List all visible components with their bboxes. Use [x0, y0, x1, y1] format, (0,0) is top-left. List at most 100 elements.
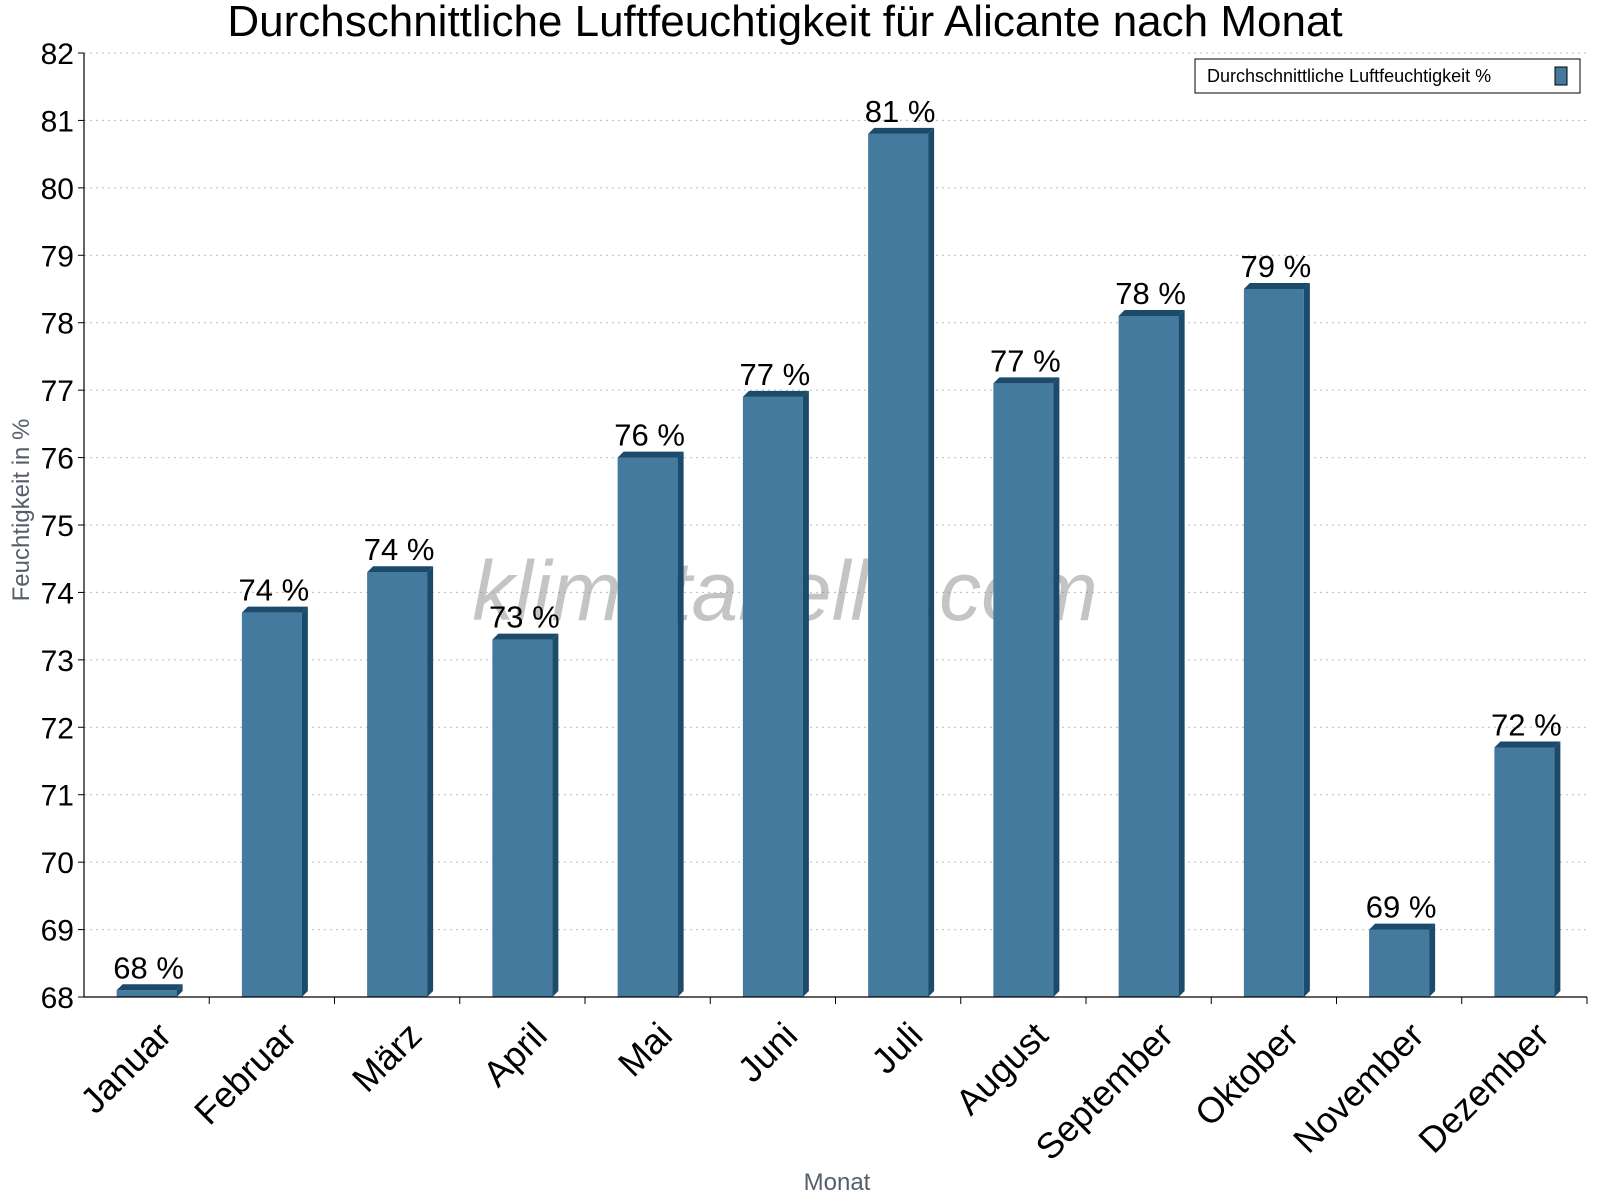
- x-tick-label: Juni: [730, 1014, 806, 1090]
- bar-top: [1118, 309, 1185, 316]
- data-label: 81 %: [865, 94, 936, 129]
- bar-top: [1243, 283, 1310, 289]
- x-tick-label: März: [344, 1014, 430, 1100]
- bar-top: [868, 127, 935, 134]
- bar-mai: [617, 451, 684, 998]
- y-tick-label: 76: [41, 443, 74, 476]
- x-tick-label: November: [1285, 1014, 1431, 1160]
- bar-top: [241, 606, 308, 613]
- bar-side: [1053, 377, 1060, 997]
- bar-front: [868, 133, 929, 997]
- legend-box: [1194, 58, 1581, 94]
- bar-front: [1118, 315, 1179, 997]
- bar-side: [1554, 741, 1561, 997]
- x-tick-label: Februar: [186, 1014, 304, 1132]
- y-tick-label: 72: [41, 712, 74, 745]
- x-tick-label: Mai: [610, 1014, 680, 1084]
- bar-side: [1303, 283, 1310, 997]
- bar-front: [492, 639, 553, 997]
- data-label: 69 %: [1366, 890, 1437, 925]
- y-tick-label: 77: [41, 375, 74, 408]
- bar-dezember: [1494, 741, 1561, 997]
- x-tick-label: Januar: [72, 1014, 179, 1121]
- y-tick-label: 75: [41, 510, 74, 543]
- bar-front: [1243, 289, 1304, 997]
- bars: 68 % 74 % 74 % 73 % 76 % 77 % 81 % 77 % 78 % 79 %…: [113, 94, 1562, 998]
- y-tick-label: 79: [41, 240, 74, 273]
- gridlines: [84, 52, 1587, 931]
- bar-top: [742, 390, 809, 397]
- legend-swatch: [1554, 66, 1568, 86]
- bar-januar: [116, 984, 183, 997]
- bar-märz: [367, 566, 434, 997]
- data-label: 78 %: [1115, 276, 1186, 311]
- y-tick-label: 70: [41, 847, 74, 880]
- bar-top: [1494, 741, 1561, 748]
- x-tick-label: April: [475, 1014, 555, 1094]
- bar-side: [301, 606, 308, 997]
- legend: Durchschnittliche Luftfeuchtigkeit %: [1194, 58, 1581, 94]
- bar-top: [116, 984, 183, 991]
- bar-top: [1369, 923, 1436, 930]
- bar-side: [802, 390, 809, 997]
- bar-side: [928, 127, 935, 997]
- bar-front: [617, 457, 678, 998]
- x-axis-label: Monat: [804, 1169, 871, 1196]
- y-tick-label: 78: [41, 308, 74, 341]
- x-tick-label: Juli: [863, 1014, 930, 1081]
- bar-front: [1494, 747, 1555, 997]
- chart-title: Durchschnittliche Luftfeuchtigkeit für A…: [227, 0, 1342, 46]
- y-tick-label: 68: [41, 982, 74, 1015]
- legend-label: Durchschnittliche Luftfeuchtigkeit %: [1207, 66, 1491, 86]
- bar-side: [552, 633, 559, 997]
- axes: [78, 52, 1588, 1004]
- y-tick-label: 82: [41, 38, 74, 71]
- bar-august: [993, 377, 1060, 997]
- data-label: 77 %: [740, 357, 811, 392]
- bar-side: [427, 566, 434, 997]
- y-tick-label: 69: [41, 915, 74, 948]
- y-tick-label: 71: [41, 780, 74, 813]
- bar-top: [492, 633, 559, 640]
- y-tick-label: 74: [41, 577, 74, 610]
- bar-oktober: [1243, 283, 1310, 997]
- data-label: 72 %: [1491, 708, 1562, 743]
- bar-front: [993, 383, 1054, 997]
- bar-november: [1369, 923, 1436, 997]
- x-tick-label: Dezember: [1410, 1014, 1556, 1160]
- data-label: 77 %: [990, 343, 1061, 378]
- data-label: 68 %: [113, 950, 184, 985]
- bar-front: [1369, 929, 1430, 997]
- bar-front: [367, 572, 428, 997]
- bar-top: [367, 566, 434, 573]
- data-label: 79 %: [1241, 249, 1312, 284]
- y-axis-label: Feuchtigkeit in %: [8, 419, 35, 602]
- y-tick-label: 80: [41, 173, 74, 206]
- bar-side: [1429, 923, 1436, 997]
- data-label: 73 %: [489, 600, 560, 635]
- x-tick-label: August: [947, 1014, 1055, 1122]
- bar-side: [176, 984, 183, 997]
- data-label: 74 %: [239, 573, 310, 608]
- bar-front: [241, 612, 302, 997]
- x-tick-label: Oktober: [1187, 1014, 1307, 1134]
- y-tick-label: 73: [41, 645, 74, 678]
- bar-februar: [241, 606, 308, 997]
- bar-side: [677, 451, 684, 998]
- bar-juni: [742, 390, 809, 997]
- bar-april: [492, 633, 559, 997]
- x-tick-labels: Januar Februar März April Mai Juni Juli AugustS…: [72, 1014, 1557, 1168]
- bar-top: [617, 451, 684, 458]
- data-label: 74 %: [364, 532, 435, 567]
- data-label: 76 %: [614, 418, 685, 453]
- bar-september: [1118, 309, 1185, 997]
- bar-top: [993, 377, 1060, 384]
- y-tick-labels: 68 69 70 71 72 73 74 75 76 77 78 79 80 81 82: [41, 38, 74, 1015]
- bar-side: [1178, 309, 1185, 997]
- bar-front: [742, 396, 803, 997]
- bar-juli: [868, 127, 935, 997]
- bar-front: [116, 990, 177, 997]
- y-tick-label: 81: [41, 105, 74, 138]
- x-tick-label: September: [1027, 1014, 1181, 1168]
